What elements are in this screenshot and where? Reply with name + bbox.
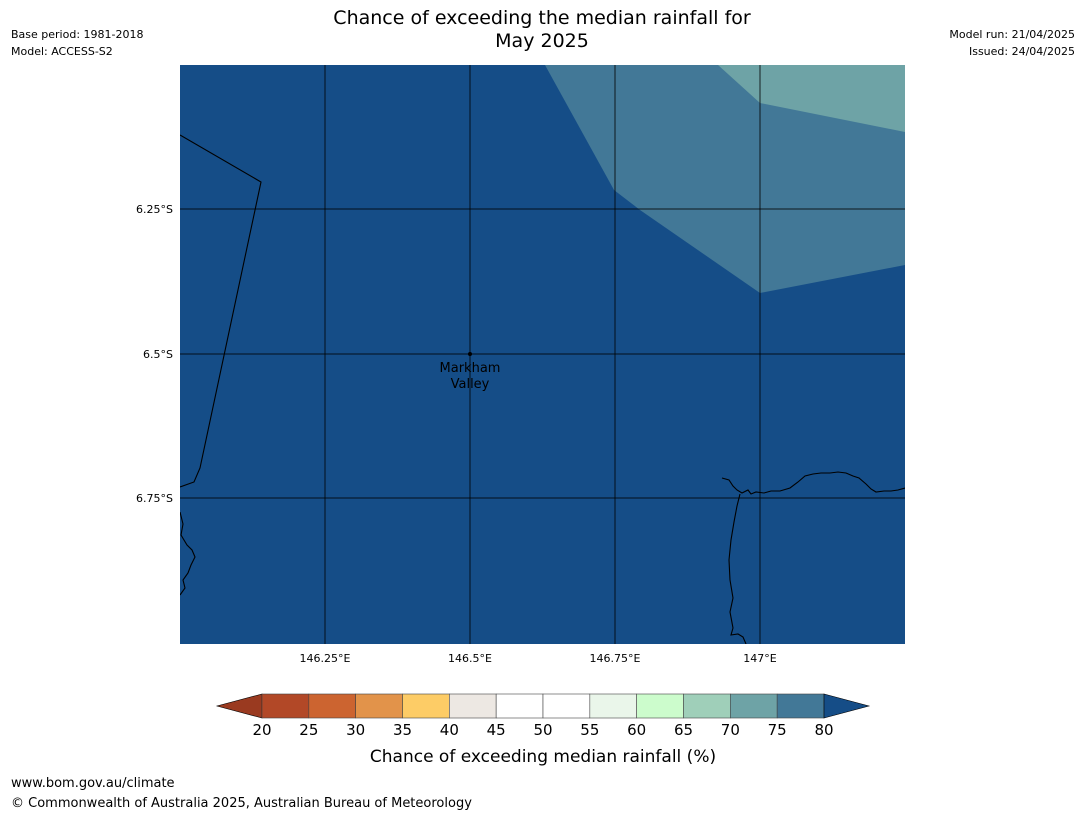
colorbar-bin — [308, 693, 356, 719]
colorbar-label: Chance of exceeding median rainfall (%) — [370, 747, 716, 767]
colorbar-tick-label: 20 — [252, 721, 271, 739]
place-label-line1: Markham — [440, 361, 501, 376]
model-run: Model run: 21/04/2025 — [949, 28, 1075, 41]
colorbar-below-triangle — [215, 693, 263, 719]
colorbar-tick-label: 70 — [721, 721, 740, 739]
lat-tick-label: 6.5°S — [143, 348, 173, 361]
colorbar-legend: 20 25 30 35 40 45 50 55 60 65 70 75 80 Chance of exc… — [215, 693, 871, 767]
map-panel: Markham Valley — [180, 65, 905, 644]
footer-url: www.bom.gov.au/climate — [11, 776, 175, 791]
map-title-line2: May 2025 — [495, 30, 589, 52]
probability-band-70-75 — [545, 65, 905, 293]
colorbar-bin — [636, 693, 684, 719]
lat-tick-labels: 6.25°S 6.5°S 6.75°S — [136, 203, 173, 505]
lat-tick-label: 6.75°S — [136, 492, 173, 505]
colorbar-tick-label: 35 — [393, 721, 412, 739]
lon-tick-label: 147°E — [743, 652, 776, 665]
colorbar-bin — [542, 693, 591, 719]
border-line — [180, 134, 262, 488]
colorbar-above-triangle — [823, 693, 871, 719]
colorbar-bin — [449, 693, 497, 719]
colorbar-tick-label: 25 — [299, 721, 318, 739]
base-period: Base period: 1981-2018 — [11, 28, 144, 41]
colorbar-bin — [589, 693, 637, 719]
coastline — [180, 134, 905, 644]
colorbar-tick-label: 75 — [768, 721, 787, 739]
colorbar-bin — [402, 693, 450, 719]
issued-date: Issued: 24/04/2025 — [968, 45, 1075, 58]
lat-tick-label: 6.25°S — [136, 203, 173, 216]
place-marker — [468, 352, 472, 356]
colorbar-tick-label: 40 — [440, 721, 459, 739]
colorbar-tick-label: 30 — [346, 721, 365, 739]
lon-tick-label: 146.25°E — [300, 652, 351, 665]
lon-tick-label: 146.5°E — [448, 652, 492, 665]
colorbar-bin — [730, 693, 778, 719]
colorbar-tick-label: 50 — [533, 721, 552, 739]
place-label-line2: Valley — [451, 377, 490, 392]
colorbar-tick-label: 65 — [674, 721, 693, 739]
map-title-line1: Chance of exceeding the median rainfall … — [333, 7, 751, 29]
meta-right: Model run: 21/04/2025 Issued: 24/04/2025 — [949, 26, 1075, 60]
colorbar-tick-label: 80 — [814, 721, 833, 739]
colorbar-bin — [495, 693, 544, 719]
map-title: Chance of exceeding the median rainfall … — [242, 7, 842, 53]
colorbar-tick-label: 60 — [627, 721, 646, 739]
lon-tick-labels: 146.25°E 146.5°E 146.75°E 147°E — [300, 652, 777, 665]
meta-left: Base period: 1981-2018 Model: ACCESS-S2 — [11, 26, 143, 60]
colorbar-bins — [261, 693, 825, 719]
model-name: Model: ACCESS-S2 — [11, 45, 113, 58]
lon-tick-label: 146.75°E — [590, 652, 641, 665]
probability-band-75-80 — [718, 65, 905, 132]
colorbar-bin — [261, 693, 310, 719]
colorbar-bin — [683, 693, 731, 719]
colorbar-tick-label: 45 — [487, 721, 506, 739]
grid-lines — [180, 65, 905, 644]
footer-copyright: © Commonwealth of Australia 2025, Austra… — [11, 796, 472, 811]
colorbar-bin — [776, 693, 825, 719]
coastline-east — [721, 471, 905, 644]
colorbar-tick-labels: 20 25 30 35 40 45 50 55 60 65 70 75 80 — [252, 721, 833, 739]
colorbar-bin — [355, 693, 403, 719]
colorbar-tick-label: 55 — [580, 721, 599, 739]
coastline-west — [180, 511, 196, 596]
